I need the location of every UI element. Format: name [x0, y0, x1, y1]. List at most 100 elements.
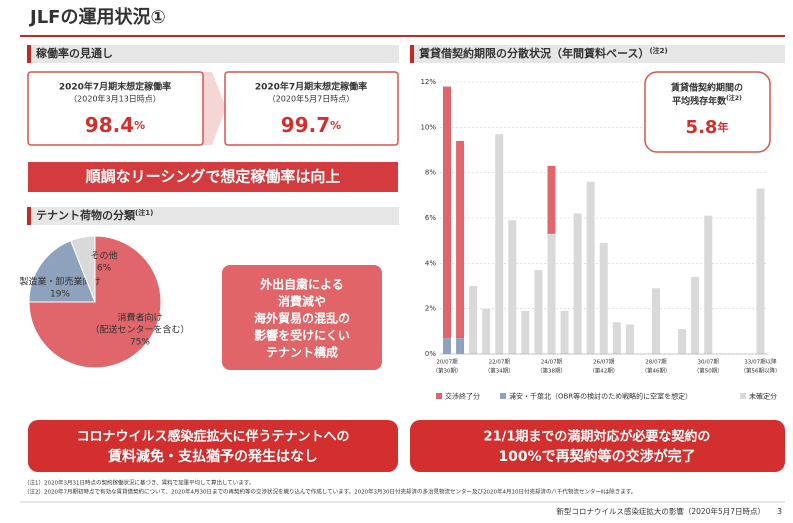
card-date: （2020年3月13日時点） [69, 94, 161, 104]
message-box [410, 420, 785, 472]
bar-segment [704, 215, 713, 354]
bar-segment [599, 242, 608, 354]
bar-segment [456, 140, 465, 339]
bar-segment [547, 233, 556, 354]
unit: % [134, 119, 145, 132]
callout-title: 平均残存年数(注2) [672, 94, 742, 107]
y-tick-label: 4% [425, 259, 436, 267]
message: コロナウイルス感染症拡大に伴うテナントへの [76, 429, 349, 445]
slice-value: 6% [97, 264, 112, 274]
bar-segment [508, 220, 517, 354]
x-tick-label: （第46期） [641, 367, 670, 375]
value: 99.7 [281, 113, 330, 137]
section-heading-bg [27, 45, 399, 63]
slice-label: 製造業・卸売業向け [19, 276, 100, 288]
unit: % [330, 119, 341, 132]
bar-chart: 0% 2% 4% 6% 8% 10% 12% 20/07期（第30期） 22/07期（第34期）… [420, 78, 780, 401]
legend-label: 交渉終了分 [445, 392, 480, 401]
section-heading-bg [410, 45, 785, 63]
banner [28, 162, 398, 192]
slide-title: JLFの運用状況① [28, 6, 166, 28]
callout-line: 海外貿易の混乱の [254, 311, 350, 326]
x-tick-label: 20/07期 [436, 359, 458, 366]
card [27, 71, 204, 146]
x-tick-label: （第42期） [589, 367, 618, 375]
card-label: 2020年7月期末想定稼働率 [255, 81, 367, 93]
bar-segment [625, 324, 634, 354]
x-tick-label: （第38期） [537, 367, 566, 375]
card-label: 2020年7月期末想定稼働率 [59, 81, 171, 93]
pie-slice [70, 235, 96, 303]
callout [222, 265, 382, 370]
card-value: 99.7% [281, 113, 341, 137]
bar-segment [521, 310, 530, 354]
bar-segment [547, 165, 556, 234]
section-heading-bg [27, 207, 399, 225]
message-box [28, 420, 398, 472]
message: 100%で再契約等の交渉が完了 [498, 448, 695, 465]
y-tick-label: 12% [420, 78, 436, 86]
x-tick-label: 30/07期 [698, 359, 720, 366]
y-tick-label: 6% [425, 214, 436, 222]
x-tick-label: 28/07期 [645, 359, 667, 366]
note: (注1) [135, 208, 153, 217]
card-date: （2020年5月7日時点） [268, 94, 355, 104]
bar-segment [443, 338, 451, 354]
unit: 年 [717, 120, 728, 134]
callout-line: 消費減や [278, 294, 326, 309]
legend-swatch [740, 393, 746, 399]
bar-segment [495, 134, 504, 354]
legend-swatch [436, 393, 442, 399]
section-heading: 稼働率の見通し [36, 46, 113, 60]
page-number: 3 [777, 507, 782, 516]
slice-value: 75% [130, 338, 150, 348]
y-tick-label: 0% [425, 350, 436, 358]
y-tick-label: 2% [425, 305, 436, 313]
slice-label: （配送センターを含む） [90, 324, 189, 336]
bar-segment [469, 286, 478, 354]
bar-segment [456, 338, 465, 354]
bar-segment [443, 86, 451, 339]
banner-text: 順調なリーシングで想定稼働率は向上 [85, 168, 341, 186]
arrow [200, 72, 226, 145]
y-tick-label: 8% [425, 169, 436, 177]
section-heading: 賃貸借契約期限の分散状況（年間賃料ベース）(注2) [418, 46, 668, 60]
x-tick-label: 24/07期 [541, 359, 563, 366]
footer-text: 新型コロナウイルス感染症拡大の影響（2020年5月7日時点） [556, 506, 765, 516]
card [224, 71, 399, 146]
heading-accent [27, 45, 31, 63]
value: 5.8 [686, 117, 718, 138]
heading-accent [27, 207, 31, 225]
callout [644, 71, 771, 153]
x-tick-label: 22/07期 [489, 359, 511, 366]
bar-segment [756, 188, 765, 354]
slice-label: 消費者向け [117, 312, 162, 324]
heading-text: テナント荷物の分類 [36, 208, 136, 222]
bar-segment [573, 213, 582, 354]
pie-slice [28, 235, 162, 369]
bar-segment [691, 276, 700, 354]
x-tick-label: （第34期） [485, 367, 514, 375]
heading-text: 賃貸借契約期限の分散状況（年間賃料ベース） [418, 46, 649, 60]
note: (注2) [649, 46, 667, 55]
note: (注2) [726, 94, 742, 102]
legend-swatch [500, 393, 506, 399]
y-tick-label: 10% [420, 123, 436, 131]
x-tick-label: 33/07期以降 [744, 358, 777, 366]
bar-segment [534, 270, 543, 354]
bar-segment [678, 329, 687, 354]
heading-accent [410, 45, 414, 63]
section-heading: テナント荷物の分類(注1) [36, 208, 153, 222]
bar-segment [482, 308, 491, 354]
callout-value: 5.8年 [686, 117, 729, 138]
message: 21/1期までの満期対応が必要な契約の [484, 429, 711, 445]
value: 98.4 [85, 113, 134, 137]
bar-segment [612, 322, 621, 354]
message: 賃料減免・支払猶予の発生はなし [107, 448, 318, 465]
bar-segment [586, 181, 595, 354]
callout-title: 賃貸借契約期間の [670, 82, 743, 94]
x-tick-label: （第56期以降） [740, 367, 780, 375]
legend-label: 未確定分 [749, 392, 777, 401]
